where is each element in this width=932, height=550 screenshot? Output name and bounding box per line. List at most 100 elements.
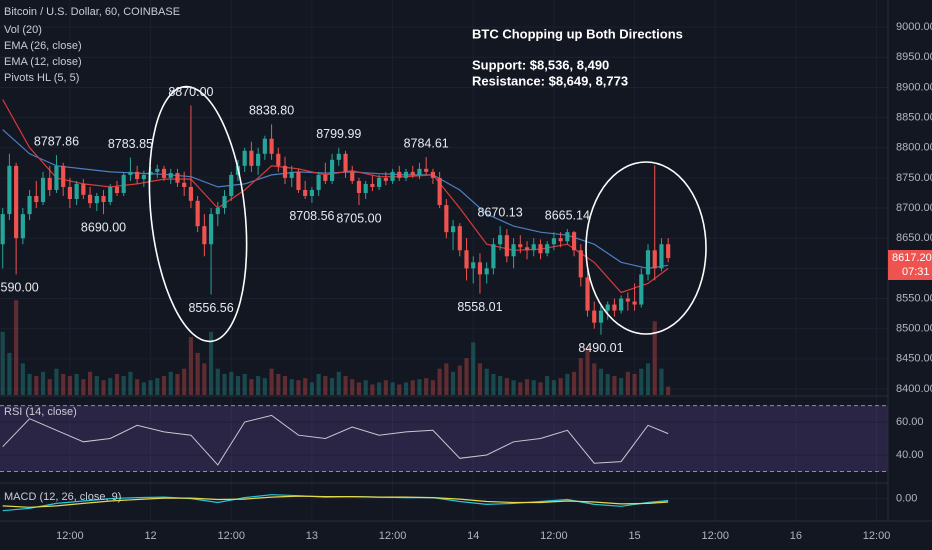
candle-body: [571, 232, 577, 251]
candle-body: [464, 250, 469, 269]
annotation-title: BTC Chopping up Both Directions: [472, 26, 683, 41]
candle-body: [87, 194, 93, 204]
candle-body: [222, 195, 227, 209]
volume-bar: [518, 382, 523, 395]
candle-body: [182, 182, 187, 187]
candle-body: [309, 189, 314, 196]
volume-bar: [504, 378, 509, 395]
volume-bar: [477, 363, 483, 395]
candle-body: [27, 195, 32, 215]
volume-bar: [289, 379, 294, 395]
candle-body: [249, 150, 254, 166]
candle-body: [383, 177, 388, 181]
volume-bar: [350, 379, 355, 395]
candle-body: [598, 310, 604, 323]
pane-label: MACD (12, 26, close, 9): [4, 491, 121, 503]
candle-body: [417, 168, 422, 175]
x-tick-label: 12:00: [56, 530, 84, 542]
candle-body: [645, 250, 651, 275]
volume-bar: [14, 300, 19, 395]
volume-bar: [625, 371, 630, 395]
candle-body: [625, 298, 630, 302]
x-tick-label: 14: [467, 530, 479, 542]
candle-body: [397, 171, 402, 178]
candle-body: [403, 171, 409, 178]
volume-bar: [168, 371, 173, 395]
volume-bar: [471, 342, 476, 395]
pane-label: RSI (14, close): [4, 406, 77, 418]
volume-bar: [363, 380, 368, 395]
candle-body: [14, 165, 19, 239]
pivot-label: 8590.00: [0, 281, 39, 295]
volume-bar: [94, 376, 99, 395]
candle-body: [370, 183, 375, 187]
volume-bar: [47, 379, 52, 395]
candle-body: [7, 165, 12, 215]
candle-body: [356, 180, 362, 193]
pivot-label: 8799.99: [316, 127, 361, 141]
candle-body: [390, 171, 395, 181]
candle-body: [34, 195, 39, 203]
x-tick-label: 12: [144, 530, 156, 542]
y-tick-label: 8550.00: [896, 292, 932, 304]
volume-bar: [437, 368, 442, 395]
candle-body: [444, 205, 449, 233]
volume-bar: [303, 378, 308, 395]
candle-body: [666, 244, 671, 259]
pivot-label: 8665.14: [545, 208, 590, 222]
volume-bar: [605, 373, 610, 395]
volume-bar: [343, 376, 348, 395]
volume-bar: [565, 373, 570, 395]
candle-body: [612, 304, 617, 311]
pivot-label: 8787.86: [34, 134, 79, 148]
candle-body: [155, 168, 160, 172]
y-tick-label: 0.00: [896, 492, 917, 504]
candle-body: [659, 244, 664, 269]
volume-bar: [329, 378, 335, 395]
x-tick-label: 12:00: [217, 530, 245, 542]
volume-bar: [645, 363, 651, 395]
volume-bar: [538, 382, 543, 395]
volume-bar: [229, 371, 234, 395]
candle-body: [316, 174, 321, 190]
volume-bar: [208, 331, 214, 395]
candle-body: [135, 171, 140, 180]
candle-body: [336, 153, 341, 160]
volume-bar: [161, 376, 167, 395]
volume-bar: [215, 368, 220, 395]
candle-body: [0, 214, 5, 245]
volume-bar: [491, 373, 496, 395]
volume-bar: [464, 358, 469, 395]
y-tick-label: 8850.00: [896, 112, 932, 124]
candle-body: [141, 174, 146, 180]
candle-body: [343, 153, 348, 172]
volume-bar: [632, 373, 637, 395]
volume-bar: [34, 376, 39, 395]
volume-bar: [195, 352, 200, 395]
volume-bar: [135, 379, 140, 395]
pivot-label: 8870.00: [168, 85, 213, 99]
candle-body: [296, 171, 301, 190]
candle-body: [168, 173, 173, 178]
candle-body: [242, 150, 247, 166]
volume-bar: [20, 363, 25, 395]
volume-bar: [269, 368, 274, 395]
candle-body: [40, 177, 46, 203]
volume-bar: [276, 373, 281, 395]
x-tick-label: 16: [790, 530, 802, 542]
marks: [0, 99, 671, 512]
candle-body: [558, 238, 563, 242]
pivot-label: 8838.80: [249, 104, 294, 118]
symbol-title: Bitcoin / U.S. Dollar, 60, COINBASE: [4, 6, 180, 18]
volume-bar: [484, 368, 489, 395]
pivot-label: 8556.56: [188, 301, 233, 315]
x-tick-label: 12:00: [863, 530, 891, 542]
volume-bar: [141, 382, 146, 395]
y-tick-label: 8400.00: [896, 383, 932, 395]
pivot-label: 8690.00: [81, 220, 126, 234]
y-tick-label: 8750.00: [896, 172, 932, 184]
volume-bar: [598, 368, 604, 395]
volume-bar: [498, 376, 503, 395]
volume-bar: [128, 371, 133, 395]
candle-body: [504, 235, 509, 257]
